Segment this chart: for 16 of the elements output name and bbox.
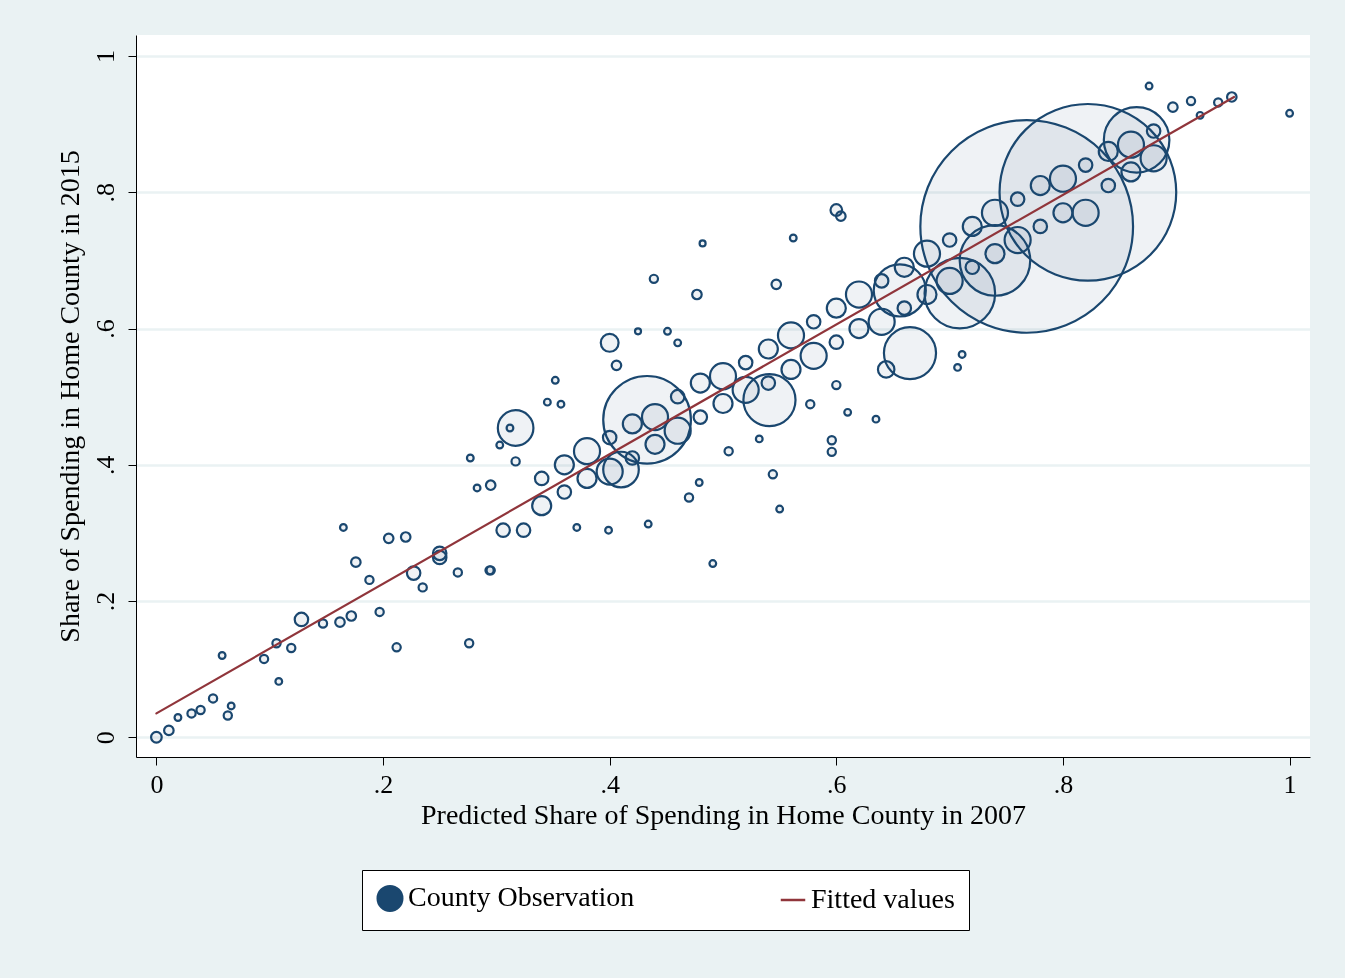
y-tick-label: 0 bbox=[90, 731, 120, 745]
y-tick-label: .6 bbox=[90, 319, 120, 339]
x-axis-title: Predicted Share of Spending in Home County in 2007 bbox=[420, 798, 1027, 830]
x-tick-label: 1 bbox=[1283, 769, 1297, 799]
x-tick-label: .4 bbox=[600, 769, 620, 799]
x-tick-label: .6 bbox=[827, 769, 847, 799]
x-tick-label: .8 bbox=[1053, 769, 1074, 799]
y-tick-label: 1 bbox=[90, 50, 120, 64]
y-tick-label: .4 bbox=[90, 455, 120, 476]
legend-label: County Observation bbox=[408, 881, 635, 913]
x-tick-label: .2 bbox=[373, 769, 394, 799]
y-axis-title: Share of Spending in Home County in 2015 bbox=[53, 150, 85, 643]
legend-label: Fitted values bbox=[811, 883, 955, 914]
y-tick-label: .2 bbox=[90, 591, 120, 612]
x-tick-label: 0 bbox=[150, 769, 164, 799]
y-tick-label: .8 bbox=[90, 183, 120, 203]
